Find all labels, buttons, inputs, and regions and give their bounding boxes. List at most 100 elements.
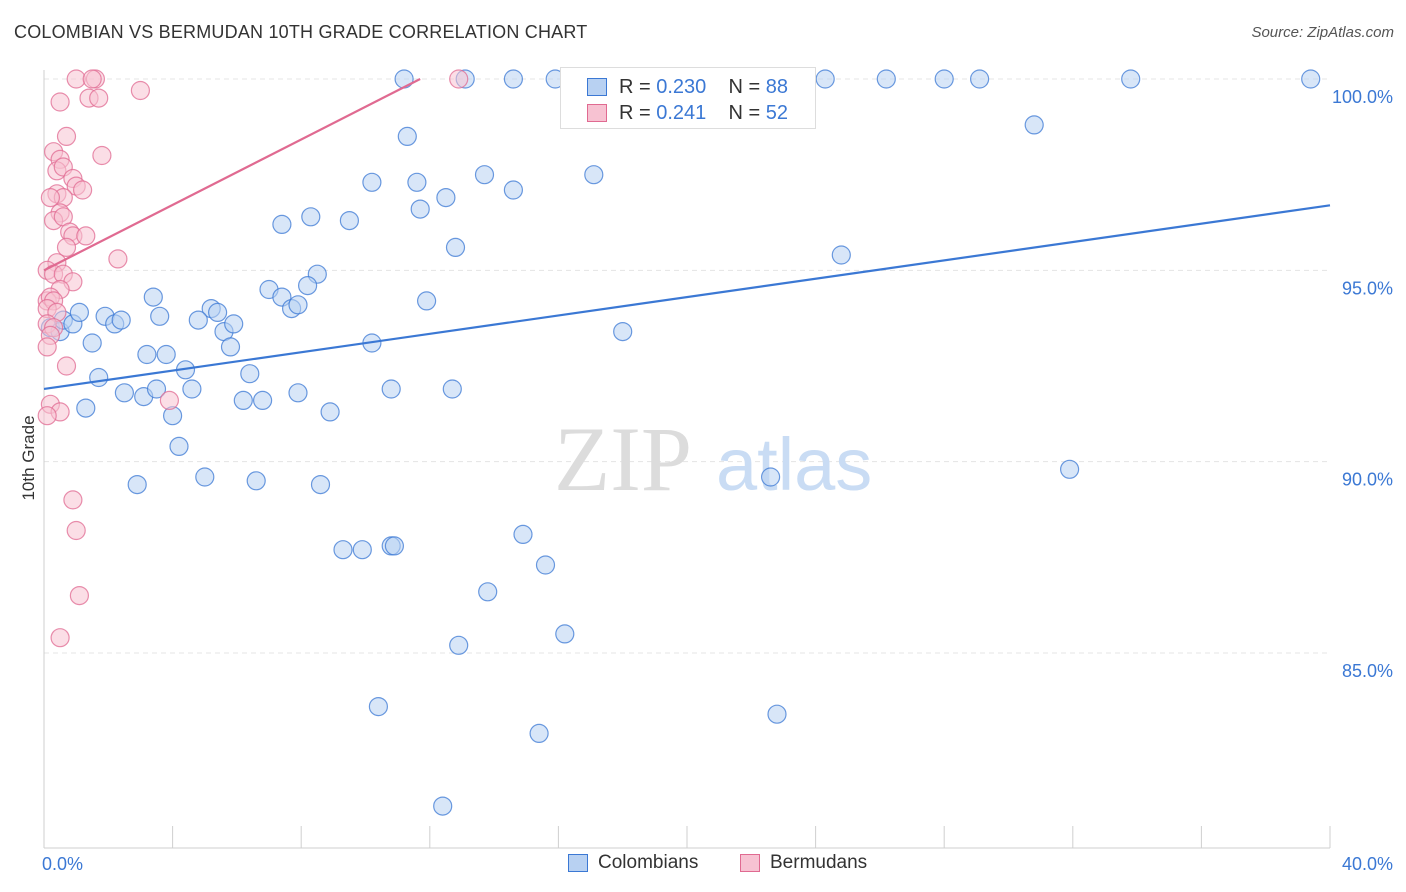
colombians-point xyxy=(529,723,549,744)
colombians-point xyxy=(555,624,575,644)
chart-title: COLOMBIAN VS BERMUDAN 10TH GRADE CORRELA… xyxy=(14,22,588,42)
colombians-point xyxy=(410,199,430,219)
watermark-atlas: atlas xyxy=(716,423,872,506)
colombians-point xyxy=(394,69,414,89)
legend-swatch-blue xyxy=(587,78,607,96)
colombians-point xyxy=(417,291,437,311)
legend-text-blue: R = 0.230 N = 88 xyxy=(619,76,788,99)
bermudans-point xyxy=(69,585,90,606)
colombians-point xyxy=(407,172,427,192)
bermudans-point xyxy=(37,337,57,357)
colombians-point xyxy=(433,796,453,816)
bermudans-point xyxy=(56,237,77,257)
colombians-point xyxy=(876,69,896,89)
colombians-point xyxy=(82,333,102,353)
source-label: Source: ZipAtlas.com xyxy=(1251,24,1394,41)
colombians-point xyxy=(114,383,135,403)
colombians-trendline xyxy=(43,204,1331,391)
legend-n-label: N = xyxy=(728,102,766,124)
colombians-point xyxy=(182,379,202,399)
colombians-label: Colombians xyxy=(598,852,699,873)
y-tick-label: 95.0% xyxy=(1342,278,1393,298)
legend-n-label: N = xyxy=(728,76,766,98)
bermudans-point xyxy=(50,628,70,648)
colombians-point xyxy=(288,295,308,315)
colombians-point xyxy=(156,344,176,365)
legend-r-value: 0.230 xyxy=(656,76,707,98)
colombians-point xyxy=(220,337,241,357)
legend-n-value: 88 xyxy=(765,76,789,98)
colombians-point xyxy=(137,344,157,365)
colombians-point xyxy=(969,69,990,89)
legend-r-label: R = xyxy=(619,102,657,124)
colombians-point xyxy=(301,207,321,227)
colombians-point xyxy=(272,214,292,234)
colombians-point xyxy=(1301,69,1321,89)
correlation-legend: R = 0.230 N = 88 R = 0.241 N = 52 xyxy=(560,67,816,129)
colombians-point xyxy=(368,696,388,717)
watermark-zip: ZIP xyxy=(554,408,692,510)
series-legend: Colombians Bermudans xyxy=(0,852,1406,876)
bermudans-point xyxy=(82,69,102,89)
colombians-point xyxy=(127,475,147,495)
colombians-point xyxy=(298,276,318,296)
bermudans-point xyxy=(66,69,86,89)
legend-row-bermudans: R = 0.241 N = 52 xyxy=(561,100,815,128)
colombians-point xyxy=(320,402,340,422)
colombians-point xyxy=(169,436,189,456)
colombians-point xyxy=(397,126,417,146)
colombians-point xyxy=(584,165,604,185)
colombians-swatch xyxy=(568,854,588,872)
colombians-point xyxy=(474,165,495,185)
x-tick-label: 40.0% xyxy=(1342,854,1393,874)
colombians-point xyxy=(384,536,404,556)
bermudans-point xyxy=(72,180,93,200)
bermudans-point xyxy=(63,490,83,510)
x-tick-label: 0.0% xyxy=(42,854,83,874)
bermudans-trendline xyxy=(43,78,421,272)
bermudans-point xyxy=(108,249,128,269)
bermudans-point xyxy=(56,126,77,146)
colombians-point xyxy=(1121,69,1141,89)
colombians-point xyxy=(146,379,167,399)
bermudans-label: Bermudans xyxy=(770,852,868,873)
colombians-point xyxy=(150,306,170,326)
colombians-point xyxy=(362,172,382,192)
legend-text-pink: R = 0.241 N = 52 xyxy=(619,102,788,125)
colombians-point xyxy=(831,245,851,265)
colombians-point xyxy=(445,237,466,257)
colombians-point xyxy=(436,188,456,208)
bermudans-point xyxy=(92,145,112,166)
colombians-point xyxy=(111,310,131,330)
colombians-point xyxy=(288,383,308,403)
colombians-point xyxy=(89,367,109,388)
colombians-point xyxy=(233,390,253,410)
colombians-point xyxy=(503,69,524,89)
bermudans-points xyxy=(37,69,469,648)
colombians-point xyxy=(1059,459,1080,479)
colombians-point xyxy=(333,540,353,560)
bermudans-point xyxy=(130,80,150,101)
bermudans-point xyxy=(89,88,109,108)
colombians-point xyxy=(310,475,331,495)
colombians-point xyxy=(339,211,359,231)
colombians-point xyxy=(69,302,90,322)
legend-row-colombians: R = 0.230 N = 88 xyxy=(561,74,815,102)
colombians-point xyxy=(381,379,401,399)
bermudans-swatch xyxy=(740,854,760,872)
colombians-point xyxy=(442,379,462,399)
colombians-point xyxy=(253,390,273,410)
trend-lines xyxy=(43,78,1331,391)
colombians-point xyxy=(478,582,498,602)
colombians-point xyxy=(767,704,787,724)
legend-r-value: 0.241 xyxy=(656,102,707,124)
colombians-point xyxy=(224,314,244,334)
colombians-point xyxy=(760,467,781,487)
grid-lines xyxy=(44,78,1330,654)
bermudans-point xyxy=(56,356,77,376)
colombians-point xyxy=(1024,115,1044,135)
bermudans-point xyxy=(37,406,57,426)
colombians-point xyxy=(195,467,215,487)
bermudans-point xyxy=(50,92,70,112)
